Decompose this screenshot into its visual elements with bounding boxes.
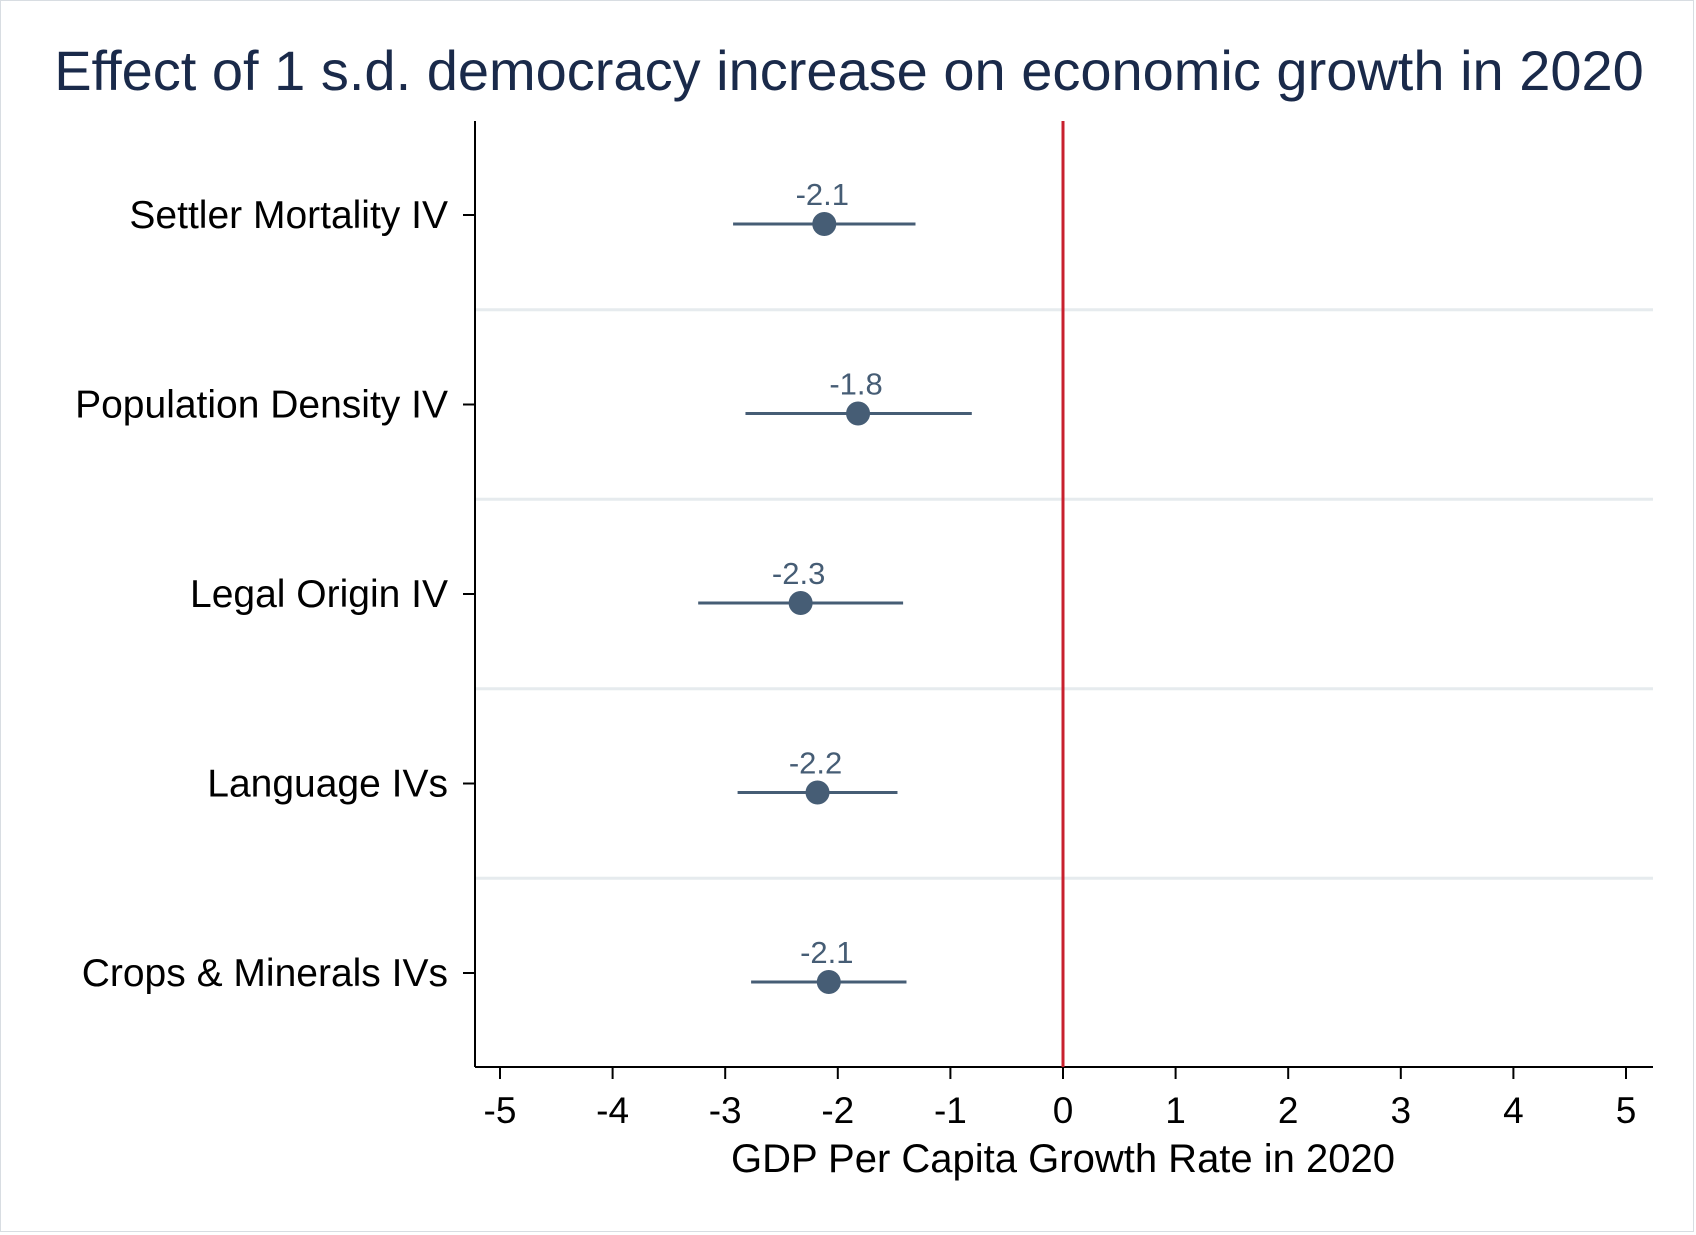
x-tick-label: -4 <box>596 1090 629 1131</box>
data-label: -2.1 <box>796 177 849 212</box>
x-axis-title: GDP Per Capita Growth Rate in 2020 <box>731 1137 1395 1181</box>
x-tick-label: -1 <box>934 1090 967 1131</box>
data-label: -1.8 <box>829 367 882 402</box>
data-label: -2.1 <box>800 935 853 970</box>
chart-title: Effect of 1 s.d. democracy increase on e… <box>54 39 1644 102</box>
x-tick-label: -3 <box>709 1090 742 1131</box>
point-estimate <box>805 780 830 805</box>
x-tick-label: 0 <box>1053 1090 1074 1131</box>
x-tick-label: 3 <box>1391 1090 1412 1131</box>
y-tick-label: Language IVs <box>207 763 448 806</box>
x-tick-label: -2 <box>821 1090 854 1131</box>
point-estimate <box>788 591 813 615</box>
data-label: -2.3 <box>772 556 825 591</box>
x-tick-label: -5 <box>484 1090 517 1131</box>
y-tick-label: Legal Origin IV <box>190 573 448 616</box>
y-tick-label: Crops & Minerals IVs <box>82 952 448 995</box>
x-tick-label: 5 <box>1616 1090 1637 1131</box>
x-tick-label: 2 <box>1278 1090 1299 1131</box>
point-estimate <box>816 970 841 994</box>
y-tick-label: Settler Mortality IV <box>129 194 448 237</box>
y-tick-label: Population Density IV <box>75 384 448 427</box>
point-estimate <box>812 212 837 236</box>
x-tick-label: 4 <box>1503 1090 1524 1131</box>
point-estimate <box>846 401 871 426</box>
x-tick-label: 1 <box>1165 1090 1186 1131</box>
data-label: -2.2 <box>789 746 842 781</box>
